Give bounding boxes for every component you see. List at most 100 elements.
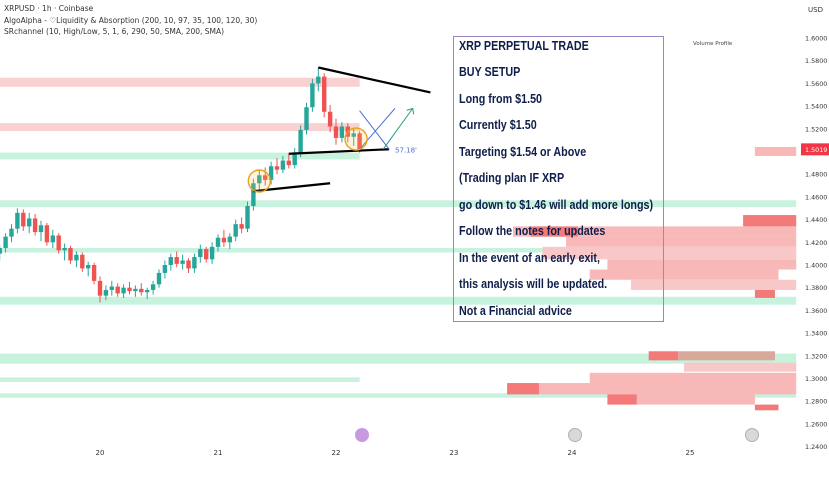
event-lightning-icon[interactable]	[355, 428, 369, 442]
y-tick-label: 1.5400	[805, 103, 827, 111]
candle-body	[357, 133, 362, 150]
candle-body	[91, 265, 97, 281]
candle-body	[133, 288, 138, 292]
x-tick-label: 20	[96, 449, 105, 457]
candle	[227, 233, 232, 250]
volume-profile-bar	[589, 372, 797, 384]
candle	[310, 78, 315, 112]
y-tick-label: 1.4000	[805, 262, 827, 270]
candle-body	[339, 126, 345, 138]
candle	[115, 283, 120, 297]
liquidity-zone	[0, 247, 797, 253]
y-tick-label: 1.4400	[805, 216, 827, 224]
candle-body	[180, 260, 185, 264]
x-tick-label: 21	[214, 449, 223, 457]
candle-body	[192, 257, 197, 269]
candle-body	[274, 166, 280, 170]
candle-body	[32, 218, 38, 233]
candle-body	[280, 160, 286, 170]
candle	[351, 128, 356, 146]
candle	[68, 245, 73, 264]
volume-profile-bar	[636, 394, 755, 405]
indicator-srchannel-label[interactable]: SRchannel (10, High/Low, 5, 1, 6, 290, 5…	[4, 27, 225, 36]
volume-profile-bar	[589, 269, 779, 280]
candle	[292, 148, 297, 169]
candle-body	[268, 166, 274, 180]
y-tick-label: 1.3600	[805, 307, 827, 315]
candle-body	[351, 133, 356, 137]
candle	[86, 261, 91, 277]
event-us-flag-icon[interactable]	[568, 428, 582, 442]
candle	[150, 280, 156, 295]
trade-note-box[interactable]: XRP PERPETUAL TRADE BUY SETUP Long from …	[453, 36, 664, 322]
volume-profile-bar	[754, 289, 775, 298]
note-line: go down to $1.46 will add more longs)	[459, 198, 654, 212]
volume-profile-bar	[542, 246, 797, 260]
candle	[103, 285, 109, 301]
candle	[333, 118, 339, 145]
y-tick-label: 1.2600	[805, 420, 827, 428]
candle	[91, 262, 97, 285]
candle-body	[156, 272, 162, 285]
candle-body	[322, 76, 327, 112]
volume-profile-bar	[631, 279, 797, 290]
liquidity-zone	[0, 77, 360, 87]
candle	[62, 243, 67, 261]
candle	[56, 233, 61, 254]
event-us-flag-icon[interactable]	[745, 428, 759, 442]
candle-body	[27, 218, 32, 227]
candle	[44, 223, 50, 246]
candle	[50, 229, 55, 248]
candle-body	[186, 260, 191, 269]
candle	[0, 244, 2, 261]
candle	[74, 251, 79, 268]
x-tick-label: 23	[450, 449, 459, 457]
note-line: Not a Financial advice	[459, 304, 572, 318]
note-line: Currently $1.50	[459, 118, 537, 132]
y-tick-label: 1.2800	[805, 398, 827, 406]
note-line: (Trading plan IF XRP	[459, 171, 565, 185]
note-line: Long from $1.50	[459, 92, 543, 106]
candle	[198, 244, 203, 263]
candle-body	[150, 284, 156, 290]
candle-body	[245, 205, 250, 229]
candle	[174, 251, 179, 268]
candle	[168, 253, 173, 271]
currency-label[interactable]: USD	[808, 6, 823, 14]
x-tick-label: 25	[686, 449, 695, 457]
candle-body	[38, 225, 44, 233]
y-tick-label: 1.5200	[805, 125, 827, 133]
annotation-label: 57.18'	[395, 147, 417, 155]
y-tick-label: 1.3800	[805, 284, 827, 292]
candle-body	[310, 83, 315, 108]
y-tick-label: 1.4200	[805, 239, 827, 247]
candle-body	[227, 236, 232, 243]
x-axis: 20 21 22 23 24 25	[96, 449, 695, 457]
candle	[121, 284, 126, 298]
candle	[162, 260, 168, 279]
highlight-circle	[344, 127, 368, 151]
candle-body	[233, 224, 238, 237]
candle-body	[221, 237, 227, 243]
candle-body	[86, 265, 91, 269]
trendline	[318, 66, 431, 94]
candle-body	[204, 249, 209, 260]
candle-body	[257, 175, 262, 184]
candle-body	[127, 287, 132, 292]
indicator-liquidity-label[interactable]: AlgoAlpha - ♡Liquidity & Absorption (200…	[4, 16, 258, 25]
liquidity-zone	[0, 296, 797, 305]
y-tick-label: 1.5800	[805, 57, 827, 65]
candle	[133, 285, 138, 297]
candle	[139, 283, 144, 296]
candle	[239, 217, 244, 234]
volume-profile-bar	[513, 226, 797, 237]
projection-line	[359, 108, 396, 150]
y-tick-label: 1.3000	[805, 375, 827, 383]
candle-body	[109, 286, 114, 290]
candle-body	[115, 286, 120, 294]
volume-profile-bar	[607, 259, 797, 270]
candle	[245, 201, 250, 233]
liquidity-zone	[0, 377, 360, 382]
volume-profile-bar	[743, 215, 797, 227]
